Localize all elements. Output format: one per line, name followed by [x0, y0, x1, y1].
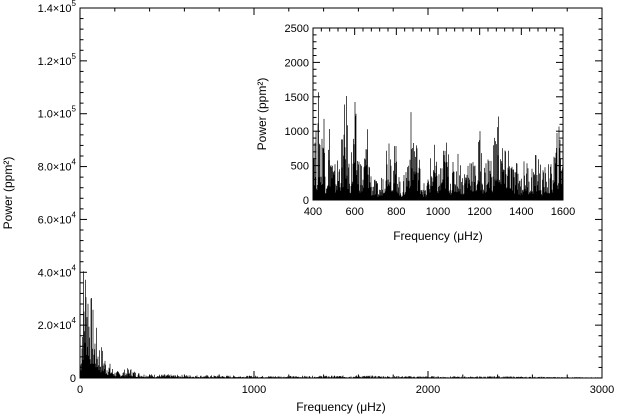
- main-y-tick-label: 1.2×105: [38, 52, 77, 68]
- inset-y-tick-label: 2500: [285, 23, 309, 35]
- main-y-tick-mantissa: 4.0×10: [38, 267, 72, 279]
- inset-x-tick-label: 1200: [467, 206, 491, 218]
- main-y-tick-labels: 02.0×1044.0×1046.0×1048.0×1041.0×1051.2×…: [38, 0, 77, 385]
- inset-x-tick-label: 400: [304, 206, 322, 218]
- main-y-tick-label: 0: [70, 373, 76, 385]
- main-y-tick-label: 4.0×104: [38, 263, 77, 279]
- inset-y-axis-label: Power (ppm²): [255, 78, 269, 151]
- main-y-tick-exponent: 5: [72, 0, 77, 8]
- main-y-tick-label: 1.4×105: [38, 0, 77, 15]
- inset-power-spectrum-chart: 400 600 800 1000 1200 1400 1600 0 500 1000 1500 20…: [255, 23, 575, 243]
- inset-y-tick-label: 1500: [285, 92, 309, 104]
- main-x-tick-label: 2000: [416, 384, 440, 396]
- main-y-tick-exponent: 4: [72, 158, 77, 167]
- inset-y-tick-labels: 0 500 1000 1500 2000 2500: [285, 23, 309, 207]
- inset-x-tick-labels: 400 600 800 1000 1200 1400 1600: [304, 206, 575, 218]
- main-y-tick-label: 6.0×104: [38, 210, 77, 226]
- main-y-tick-exponent: 5: [72, 105, 77, 114]
- main-y-tick-exponent: 4: [72, 263, 77, 272]
- inset-y-tick-label: 2000: [285, 57, 309, 69]
- main-x-tick-label: 3000: [590, 384, 614, 396]
- main-x-axis-label: Frequency (μHz): [296, 400, 386, 414]
- main-y-tick-mantissa: 8.0×10: [38, 162, 72, 174]
- main-y-tick-mantissa: 2.0×10: [38, 320, 72, 332]
- inset-axis-ticks: [312, 27, 564, 201]
- inset-x-axis-label: Frequency (μHz): [393, 229, 483, 243]
- inset-x-tick-label: 800: [387, 206, 405, 218]
- main-spectrum-line: [79, 271, 603, 378]
- main-axis-ticks: [79, 7, 603, 379]
- main-y-tick-mantissa: 0: [70, 373, 76, 385]
- main-x-tick-label: 0: [77, 384, 83, 396]
- inset-x-tick-label: 1600: [551, 206, 575, 218]
- main-y-tick-label: 1.0×105: [38, 105, 77, 121]
- inset-x-tick-label: 1000: [426, 206, 450, 218]
- main-x-tick-labels: 0 1000 2000 3000: [77, 384, 614, 396]
- main-x-tick-label: 1000: [242, 384, 266, 396]
- main-y-axis-label: Power (ppm²): [1, 157, 15, 230]
- main-y-tick-mantissa: 1.0×10: [38, 109, 72, 121]
- main-y-tick-exponent: 4: [72, 210, 77, 219]
- main-y-tick-exponent: 4: [72, 316, 77, 325]
- main-y-tick-mantissa: 1.4×10: [38, 3, 72, 15]
- main-y-tick-label: 8.0×104: [38, 158, 77, 174]
- main-y-tick-mantissa: 1.2×10: [38, 56, 72, 68]
- inset-y-tick-label: 500: [291, 161, 309, 173]
- main-y-tick-mantissa: 6.0×10: [38, 214, 72, 226]
- inset-y-tick-label: 1000: [285, 126, 309, 138]
- inset-x-tick-label: 1400: [509, 206, 533, 218]
- inset-spectrum-line: [312, 92, 564, 200]
- inset-x-tick-label: 600: [345, 206, 363, 218]
- main-y-tick-exponent: 5: [72, 52, 77, 61]
- inset-y-tick-label: 0: [303, 195, 309, 207]
- inset-plot-frame: [312, 27, 564, 201]
- main-y-tick-label: 2.0×104: [38, 316, 77, 332]
